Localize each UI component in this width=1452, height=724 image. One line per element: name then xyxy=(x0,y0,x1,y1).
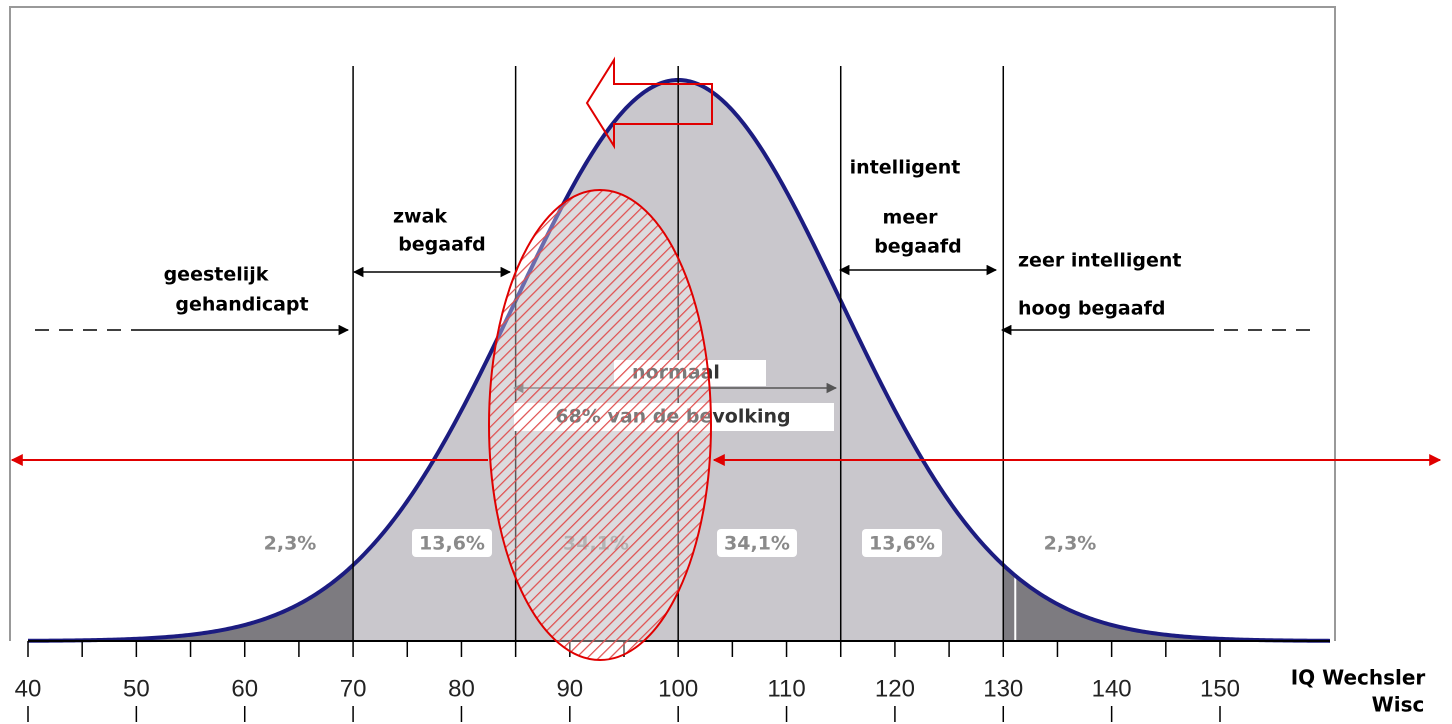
tick-label: 110 xyxy=(767,675,805,702)
tick-label: 50 xyxy=(123,675,150,702)
tick-label: 130 xyxy=(983,675,1023,702)
pct-box xyxy=(862,529,942,557)
label: gehandicapt xyxy=(175,294,308,316)
percentage: 2,3% xyxy=(1044,533,1097,555)
percentage: 13,6% xyxy=(419,533,485,555)
percentages: 2,3%13,6%34,1%34,1%13,6%2,3% xyxy=(264,529,1097,557)
label: meer xyxy=(883,207,939,229)
label: intelligent xyxy=(850,157,961,179)
label: begaafd xyxy=(398,234,486,256)
tick-label: 120 xyxy=(875,675,915,702)
tick-label: 100 xyxy=(658,675,698,702)
pct-box xyxy=(412,529,492,557)
tick-label: 60 xyxy=(231,675,258,702)
axis: 40 50 60 70 80 90 100 110 120 130 140 150 xyxy=(15,640,1330,722)
tick-label: 90 xyxy=(556,675,583,702)
label: begaafd xyxy=(874,236,962,258)
region xyxy=(1003,565,1330,641)
axis-label: Wisc xyxy=(1372,693,1425,717)
tick-label: 40 xyxy=(15,675,42,702)
red-hollow-arrow xyxy=(585,56,713,150)
label: geestelijk xyxy=(164,264,269,286)
pct-box xyxy=(717,529,797,557)
label: zwak xyxy=(393,206,447,228)
frame xyxy=(9,6,1336,641)
tick-label: 140 xyxy=(1092,675,1132,702)
percentage: 13,6% xyxy=(869,533,935,555)
label: hoog begaafd xyxy=(1018,298,1165,320)
region xyxy=(28,565,354,641)
axis-label: IQ Wechsler xyxy=(1291,666,1426,690)
red-ellipse xyxy=(488,189,712,661)
percentage: 34,1% xyxy=(724,533,790,555)
tick-label: 80 xyxy=(448,675,475,702)
tick-label: 70 xyxy=(340,675,367,702)
percentage: 2,3% xyxy=(264,533,317,555)
tick-label: 150 xyxy=(1200,675,1240,702)
bell-curve xyxy=(27,77,1331,643)
label: zeer intelligent xyxy=(1018,250,1181,272)
